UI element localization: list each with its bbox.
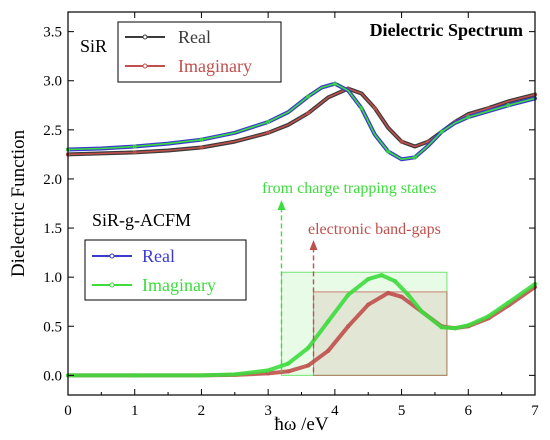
legend-label: Imaginary <box>142 275 216 295</box>
x-tick-label: 4 <box>331 403 339 419</box>
y-tick-label: 0.5 <box>43 319 62 335</box>
y-tick-label: 2.5 <box>43 123 62 139</box>
x-tick-label: 2 <box>198 403 206 419</box>
legend-box <box>117 21 282 83</box>
x-tick-label: 5 <box>398 403 406 419</box>
data-point <box>419 309 424 314</box>
x-axis-label: ħω /eV <box>274 414 328 435</box>
data-point <box>399 139 404 144</box>
data-point <box>346 292 351 297</box>
data-point <box>332 81 337 86</box>
data-point <box>506 103 511 108</box>
data-point <box>232 372 237 377</box>
data-point <box>392 279 397 284</box>
curves <box>66 81 538 378</box>
shaded-region <box>313 291 448 376</box>
data-point <box>406 292 411 297</box>
annotation-label: electronic band-gaps <box>308 221 441 238</box>
series-line <box>67 82 536 161</box>
annotation-arrows <box>277 200 318 373</box>
series-line <box>66 273 537 378</box>
annotation-arrow-head <box>309 240 318 250</box>
axis-ticks: 0 1 2 3 4 5 6 7 0.0 0.5 1.0 1.5 2.0 2.5 3.0 3.5 <box>43 12 539 419</box>
data-point <box>439 325 444 330</box>
data-point <box>486 314 491 319</box>
data-point <box>412 155 417 160</box>
legend-label: Real <box>178 27 211 47</box>
data-point <box>306 345 311 350</box>
y-tick-label: 1.5 <box>43 221 62 237</box>
chart-title: Dielectric Spectrum <box>370 20 523 40</box>
data-point <box>286 369 291 374</box>
annotation-label: from charge trapping states <box>262 180 436 197</box>
y-tick-label: 3.0 <box>43 74 62 90</box>
legend-box <box>84 239 247 301</box>
legend-group-label: SiR <box>80 36 107 56</box>
data-point <box>132 373 137 378</box>
data-point <box>326 319 331 324</box>
shaded-region <box>280 271 448 376</box>
x-tick-label: 6 <box>465 403 473 419</box>
legend-marker <box>109 253 115 259</box>
x-tick-label: 1 <box>131 403 139 419</box>
data-point <box>366 302 371 307</box>
series-line <box>66 81 537 162</box>
data-point <box>399 294 404 299</box>
data-point <box>439 129 444 134</box>
data-point <box>266 130 271 135</box>
legend-marker <box>142 34 148 40</box>
legend-group-label: SiR-g-ACFM <box>92 210 191 230</box>
legends: SiR Real Imaginary SiR-g-ACFM Real Imaginary <box>80 21 282 301</box>
legend-label: Real <box>142 246 175 266</box>
x-tick-label: 0 <box>64 403 72 419</box>
y-tick-label: 0.0 <box>43 368 62 384</box>
data-point <box>506 300 511 305</box>
data-point <box>306 111 311 116</box>
y-tick-label: 3.5 <box>43 25 62 41</box>
annotations: from charge trapping states electronic ba… <box>262 180 441 238</box>
legend-marker <box>142 63 148 69</box>
annotation-arrow-head <box>277 200 286 210</box>
data-point <box>466 323 471 328</box>
data-point <box>372 106 377 111</box>
data-point <box>366 277 371 282</box>
data-point <box>286 361 291 366</box>
data-point <box>466 115 471 120</box>
data-point <box>359 106 364 111</box>
data-point <box>306 94 311 99</box>
data-point <box>379 273 384 278</box>
data-point <box>199 373 204 378</box>
data-point <box>199 145 204 150</box>
data-point <box>326 348 331 353</box>
data-point <box>306 363 311 368</box>
shaded-regions <box>280 271 448 376</box>
x-tick-label: 3 <box>264 403 272 419</box>
data-point <box>452 326 457 331</box>
data-point <box>386 149 391 154</box>
data-point <box>386 290 391 295</box>
legend-label: Imaginary <box>178 56 252 76</box>
data-point <box>199 137 204 142</box>
data-point <box>266 368 271 373</box>
y-tick-label: 1.0 <box>43 270 62 286</box>
data-point <box>132 150 137 155</box>
data-point <box>132 144 137 149</box>
y-axis-label: Dielectric Function <box>8 129 29 277</box>
y-tick-label: 2.0 <box>43 172 62 188</box>
data-point <box>266 119 271 124</box>
legend-marker <box>109 282 115 288</box>
x-tick-label: 7 <box>531 403 539 419</box>
data-point <box>346 324 351 329</box>
